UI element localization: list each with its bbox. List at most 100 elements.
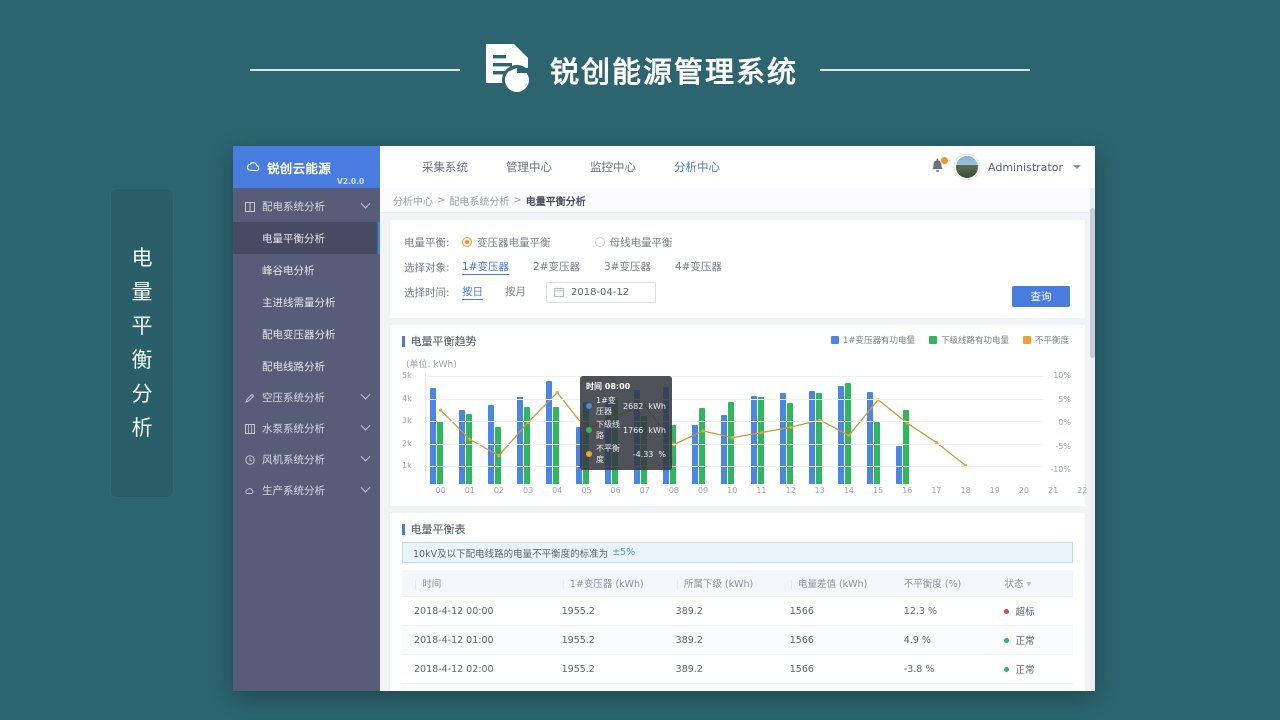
topnav-item-2[interactable]: 监控中心 [590,160,636,174]
sidebar-item-main-line-demand[interactable]: 主进线需量分析 [233,286,380,318]
filter-label-time: 选择时间: [404,286,450,299]
chart-tooltip: 时间 08:00 1#变压器 2682 kWh 下级线路 1766 kWh [580,376,672,470]
query-button[interactable]: 查询 [1012,286,1070,307]
col-sub: | 所属下级 (kWh) [663,570,778,597]
app-window: 锐创云能源 V2.0.0 采集系统 管理中心 监控中心 分析中心 Adminis… [233,146,1095,691]
bell-icon[interactable] [929,156,949,176]
chart-bar-group[interactable] [458,374,472,484]
chart-bar-subline [757,396,764,484]
filter-row-time: 选择时间: 按日 按月 2018-04-12 [404,281,1071,303]
date-picker-input[interactable]: 2018-04-12 [546,281,656,303]
object-option-4[interactable]: 4#变压器 [674,261,722,273]
sidebar-group-production[interactable]: 生产系统分析 [233,475,380,506]
chart-bar-group[interactable] [896,374,910,484]
topbar-right: Administrator [929,146,1095,188]
logo-text: 锐创云能源 [267,160,332,176]
chart-bar-group[interactable] [779,374,793,484]
breadcrumb-l2[interactable]: 配电系统分析 [449,196,510,208]
time-mode-monthly[interactable]: 按月 [505,286,526,298]
content-scrollbar[interactable] [1090,188,1095,691]
col-status[interactable]: 状态 ▾ [992,570,1073,597]
sidebar-group-label: 风机系统分析 [262,454,325,466]
header-rule-right [820,69,1030,71]
chart-xtick: 08 [668,486,679,495]
table-row[interactable]: 2018-4-12 01:00 1955.2 389.2 1566 4.9 % 正常 [402,625,1073,655]
chart-bar-group[interactable] [517,374,531,484]
topnav-item-0[interactable]: 采集系统 [422,160,468,174]
chart-bar-group[interactable] [546,374,560,484]
sidebar-group-power-distribution[interactable]: 配电系统分析 [233,191,380,222]
chart-bar-transformer [867,391,874,484]
sidebar-group-label: 生产系统分析 [262,485,325,497]
chart-x-axis: 00 01 02 03 04 05 06 07 08 09 10 11 12 13 14 15 16 17 18 19… [426,486,1087,498]
chart-gridline [425,421,1043,422]
scrollbar-thumb[interactable] [1090,208,1095,358]
tooltip-value: -4.33 [632,449,654,459]
avatar[interactable] [956,156,978,178]
chevron-down-icon [360,451,371,462]
chart-xtick: 19 [989,486,1000,495]
topnav-item-1[interactable]: 管理中心 [506,160,552,174]
table-row[interactable]: 2018-4-12 02:00 1955.2 389.2 1566 -3.8 % 正常 [402,654,1073,684]
object-option-3[interactable]: 3#变压器 [603,261,651,273]
sidebar-item-power-balance[interactable]: 电量平衡分析 [233,222,380,254]
sidebar-item-label: 主进线需量分析 [262,296,336,309]
chart-xtick: 04 [552,486,563,495]
legend-item-2[interactable]: 不平衡度 [1022,334,1069,346]
legend-item-1[interactable]: 下级线路有功电量 [928,334,1009,346]
sidebar-item-distribution-line[interactable]: 配电线路分析 [233,350,380,382]
time-mode-daily[interactable]: 按日 [462,286,483,300]
radio-busbar-balance[interactable]: 母线电量平衡 [594,235,673,250]
legend-item-0[interactable]: 1#变压器有功电量 [830,334,915,346]
object-option-1[interactable]: 1#变压器 [462,261,509,275]
object-option-2[interactable]: 2#变压器 [532,261,580,273]
chart-bar-group[interactable] [692,374,706,484]
tooltip-row-2: 不平衡度 -4.33 % [586,443,666,465]
tooltip-row-0: 1#变压器 2682 kWh [586,395,666,417]
header-rule-left [249,69,460,71]
app-logo[interactable]: 锐创云能源 V2.0.0 [233,146,380,188]
cell-status: 超标 [992,596,1073,626]
cell-diff: 1566 [777,683,892,691]
page-title: 锐创能源管理系统 [549,55,798,89]
chart-bar-group[interactable] [808,374,822,484]
table-row[interactable]: 2018-4-12 00:00 1955.2 389.2 1566 12.3 % 超标 [402,596,1073,626]
chart-bar-transformer [808,391,815,484]
chart-bar-group[interactable] [867,374,881,484]
breadcrumb-sep: > [437,194,446,206]
edit-icon [245,393,255,403]
chart-xtick: 06 [610,486,621,495]
sidebar-item-peak-valley[interactable]: 峰谷电分析 [233,254,380,286]
sidebar-item-transformer[interactable]: 配电变压器分析 [233,318,380,350]
chart-bar-group[interactable] [838,374,852,484]
vlabel-char: 分 [131,381,153,406]
status-badge: 正常 [1015,665,1035,676]
tooltip-unit: % [658,449,666,459]
topnav-item-3[interactable]: 分析中心 [674,160,720,174]
chart-bar-group[interactable] [750,374,764,484]
radio-transformer-balance[interactable]: 变压器电量平衡 [462,235,551,250]
chart-gridline [425,466,1043,467]
sidebar-group-label: 水泵系统分析 [262,423,325,435]
cell-diff: 1566 [777,625,892,655]
breadcrumb-l1[interactable]: 分析中心 [393,196,433,208]
col-transformer: | 1#变压器 (kWh) [549,570,664,597]
cell-status: 正常 [992,625,1073,655]
chart-ytick: 2k [402,438,412,448]
tooltip-unit: kWh [648,401,666,411]
chart-gridline [425,398,1043,400]
sidebar-group-water-pump[interactable]: 水泵系统分析 [233,413,380,444]
cloud-small-icon [245,486,255,496]
sidebar-group-label: 配电系统分析 [262,201,325,213]
chart-bar-transformer [896,446,903,484]
chart-bar-group[interactable] [488,374,502,484]
tooltip-name: 不平衡度 [596,444,620,464]
chevron-down-icon[interactable] [1073,165,1081,169]
chart-bar-group[interactable] [721,374,735,484]
chart-bar-group[interactable] [429,374,443,484]
sidebar-group-fan[interactable]: 风机系统分析 [233,444,380,475]
chart-bar-subline [436,420,443,484]
chart-y2tick: -5% [1055,441,1071,451]
sidebar-group-air-compressor[interactable]: 空压系统分析 [233,382,380,413]
